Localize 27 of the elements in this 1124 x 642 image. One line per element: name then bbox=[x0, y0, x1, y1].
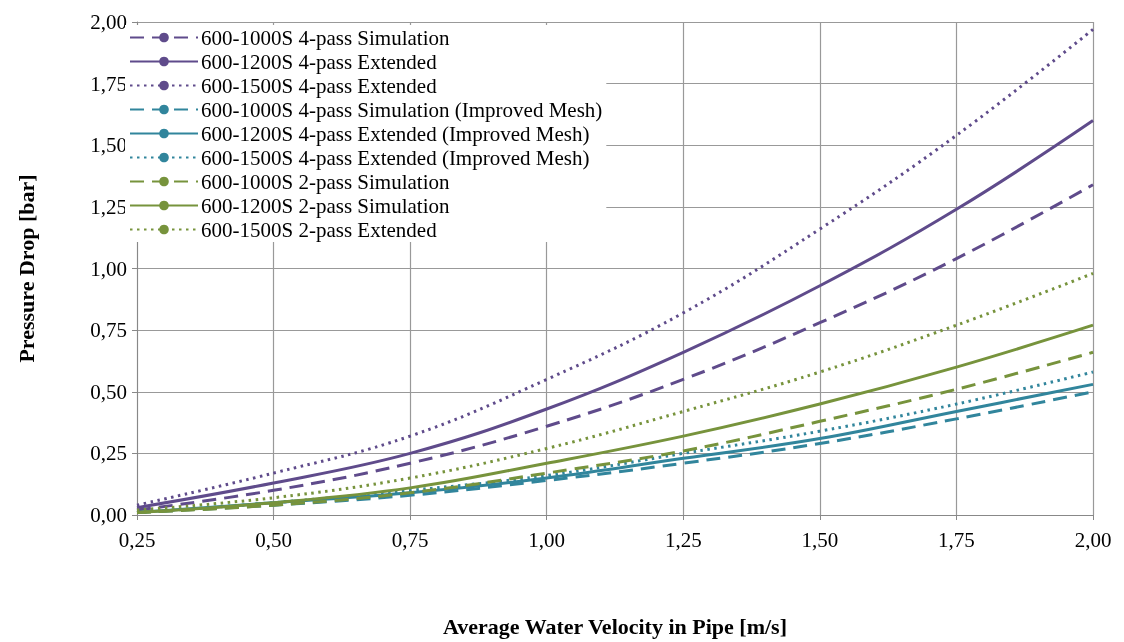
x-tick-label: 1,25 bbox=[664, 527, 702, 552]
x-tick-label: 1,75 bbox=[938, 527, 975, 552]
y-tick-label: 1,75 bbox=[90, 71, 127, 96]
legend-label: 600-1000S 4-pass Simulation (Improved Mesh) bbox=[201, 97, 603, 122]
legend-label: 600-1000S 2-pass Simulation bbox=[201, 169, 450, 194]
legend-label: 600-1200S 2-pass Simulation bbox=[201, 193, 450, 218]
x-tick-label: 1,50 bbox=[801, 527, 839, 552]
legend-label: 600-1200S 4-pass Extended (Improved Mesh) bbox=[201, 121, 590, 146]
y-tick-label: 0,25 bbox=[90, 441, 127, 466]
x-axis-title: Average Water Velocity in Pipe [m/s] bbox=[443, 613, 787, 639]
legend-label: 600-1000S 4-pass Simulation bbox=[201, 25, 450, 50]
x-tick-label: 0,25 bbox=[118, 527, 156, 552]
y-tick-label: 1,25 bbox=[90, 194, 127, 219]
y-tick-label: 1,00 bbox=[90, 256, 127, 281]
legend-label: 600-1500S 4-pass Extended bbox=[201, 73, 438, 98]
legend-label: 600-1500S 4-pass Extended (Improved Mesh) bbox=[201, 145, 590, 170]
y-tick-label: 0,75 bbox=[90, 318, 127, 343]
legend-label: 600-1200S 4-pass Extended bbox=[201, 49, 438, 74]
x-tick-label: 0,75 bbox=[391, 527, 429, 552]
y-tick-label: 2,00 bbox=[90, 10, 127, 34]
x-tick-label: 2,00 bbox=[1074, 527, 1112, 552]
x-tick-label: 1,00 bbox=[528, 527, 566, 552]
x-tick-label: 0,50 bbox=[255, 527, 292, 552]
y-axis-title: Pressure Drop [bar] bbox=[13, 174, 39, 363]
y-tick-label: 0,00 bbox=[90, 503, 127, 527]
y-tick-label: 0,50 bbox=[90, 379, 127, 404]
legend-label: 600-1500S 2-pass Extended bbox=[201, 217, 438, 242]
